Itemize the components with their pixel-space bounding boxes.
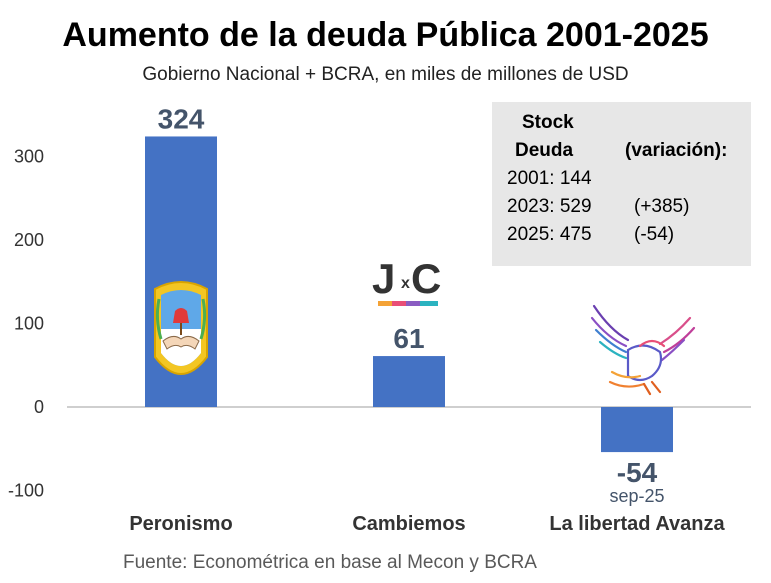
date-note-label: sep-25 xyxy=(609,486,664,506)
category-label: La libertad Avanza xyxy=(549,513,725,535)
data-label: -54 xyxy=(617,457,658,488)
data-label: 61 xyxy=(393,323,424,354)
stock-header-variation: (variación): xyxy=(625,140,728,161)
stock-row-change: (-54) xyxy=(634,224,675,245)
y-tick-label: 100 xyxy=(14,314,44,334)
peronist-shield-logo xyxy=(154,281,208,375)
jxc-logo: J x C xyxy=(372,255,441,306)
stock-row-label: 2001: 144 xyxy=(507,168,592,189)
eagle-logo xyxy=(590,304,696,396)
stock-info-box: Stock Deuda (variación): 2001: 144 2023:… xyxy=(492,102,751,266)
stock-row-label: 2025: 475 xyxy=(507,224,592,245)
data-label: 324 xyxy=(158,103,205,134)
stock-row-label: 2023: 529 xyxy=(507,196,592,217)
svg-text:x: x xyxy=(401,275,410,292)
y-tick-label: -100 xyxy=(8,481,44,501)
chart-title: Aumento de la deuda Pública 2001-2025 xyxy=(62,16,709,54)
svg-text:J: J xyxy=(372,255,395,302)
stock-header-line2: Deuda xyxy=(515,140,574,161)
stock-row-change: (+385) xyxy=(634,196,690,217)
bar xyxy=(601,407,673,453)
category-label: Cambiemos xyxy=(352,513,465,535)
y-tick-label: 0 xyxy=(34,397,44,417)
category-label: Peronismo xyxy=(129,513,232,535)
source-footer: Fuente: Econométrica en base al Mecon y … xyxy=(123,552,537,573)
bar xyxy=(373,356,445,407)
y-tick-label: 300 xyxy=(14,147,44,167)
stock-header-line1: Stock xyxy=(522,112,574,133)
svg-text:C: C xyxy=(411,255,441,302)
y-tick-label: 200 xyxy=(14,230,44,250)
chart-subtitle: Gobierno Nacional + BCRA, en miles de mi… xyxy=(142,64,629,85)
